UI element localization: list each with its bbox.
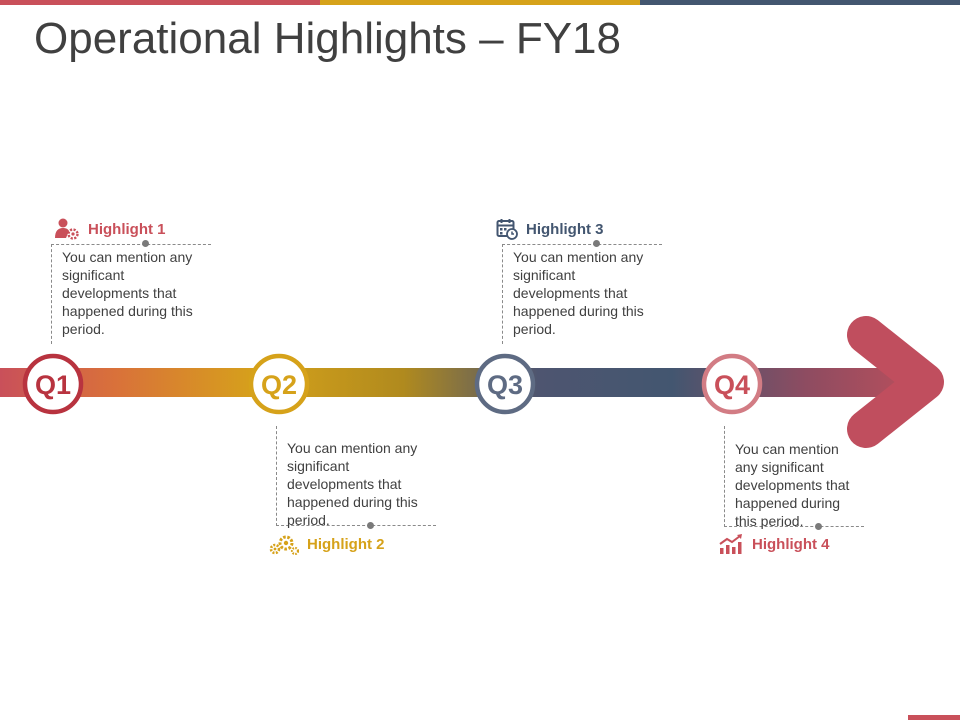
top-bar-gold: [320, 0, 640, 5]
highlight-2-text: You can mention any significant developm…: [276, 426, 436, 528]
highlight-3-connector-dot: [593, 240, 600, 247]
page-title: Operational Highlights – FY18: [34, 14, 621, 63]
highlight-3-text: You can mention any significant developm…: [502, 244, 662, 344]
quarter-q3-circle: [474, 353, 536, 415]
quarter-q1: Q1: [22, 353, 84, 415]
highlight-2-header: Highlight 2: [269, 533, 385, 555]
highlight-3-header: Highlight 3: [496, 218, 604, 240]
highlight-2-title: Highlight 2: [307, 535, 385, 553]
quarter-q2: Q2: [248, 353, 310, 415]
corner-accent-bar: [908, 715, 960, 720]
quarter-q2-label: Q2: [261, 370, 297, 400]
highlight-1-title: Highlight 1: [88, 220, 166, 238]
quarter-q4: Q4: [701, 353, 763, 415]
highlight-2-connector-dot: [367, 522, 374, 529]
highlight-1-connector-dot: [142, 240, 149, 247]
quarter-q1-label: Q1: [35, 370, 71, 400]
highlight-4-header: Highlight 4: [718, 533, 830, 555]
highlight-4-title: Highlight 4: [752, 535, 830, 553]
gears-icon: [269, 535, 299, 555]
highlight-1-header: Highlight 1: [54, 218, 166, 240]
quarter-q4-label: Q4: [714, 370, 750, 400]
quarter-q1-circle: [22, 353, 84, 415]
highlight-1-text: You can mention any significant developm…: [51, 244, 211, 344]
timeline-band: [0, 368, 920, 397]
person-gear-icon: [55, 218, 79, 240]
quarter-q3: Q3: [474, 353, 536, 415]
timeline-arrow-head: [847, 316, 944, 448]
highlight-4-connector-dot: [815, 523, 822, 530]
growth-chart-icon: [719, 534, 742, 554]
quarter-q3-label: Q3: [487, 370, 523, 400]
quarter-q2-circle: [248, 353, 310, 415]
quarter-q4-circle: [701, 353, 763, 415]
highlight-4-text: You can mention any significant developm…: [724, 426, 864, 529]
top-bar-slate: [640, 0, 960, 5]
calendar-clock-icon: [496, 219, 518, 240]
highlight-3-title: Highlight 3: [526, 220, 604, 238]
top-bar-red: [0, 0, 320, 5]
